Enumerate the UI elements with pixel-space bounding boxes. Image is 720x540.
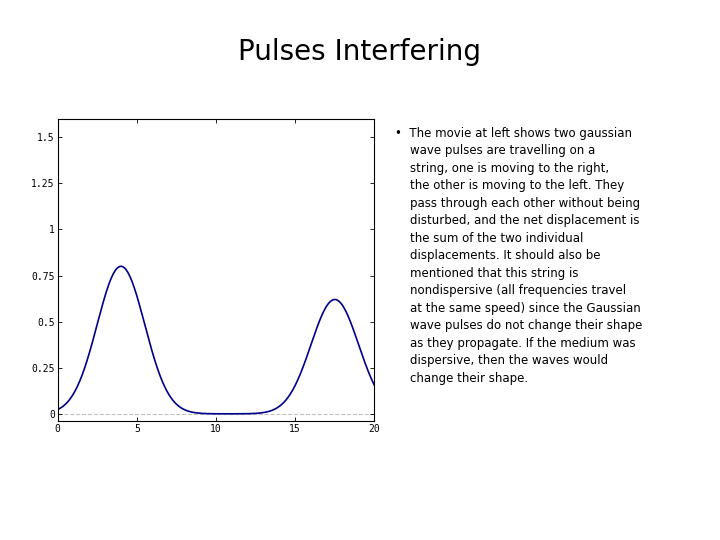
Text: Pulses Interfering: Pulses Interfering	[238, 38, 482, 66]
Text: •  The movie at left shows two gaussian
    wave pulses are travelling on a
    : • The movie at left shows two gaussian w…	[395, 127, 643, 384]
